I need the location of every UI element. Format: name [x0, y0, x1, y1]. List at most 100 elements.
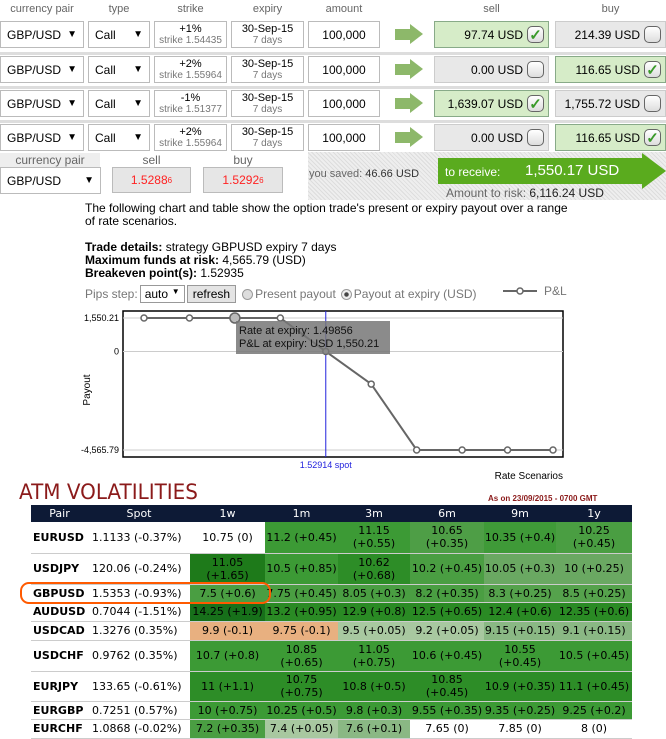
buy-price: 116.65 USD — [575, 62, 640, 77]
vol-cell: 10.85 (+0.45) — [410, 671, 484, 702]
chevron-down-icon: ▼ — [67, 64, 77, 75]
expiry-field[interactable]: 30-Sep-15 7 days — [231, 21, 304, 48]
amount-input[interactable]: 100,000 — [308, 56, 380, 83]
vol-cell: 10.5 (+0.45) — [556, 640, 632, 672]
col-header: Pair — [31, 505, 88, 522]
checkbox-icon[interactable] — [644, 26, 661, 43]
pair-select[interactable]: GBP/USD ▼ — [0, 90, 84, 117]
intro-text: The following chart and table show the o… — [85, 201, 568, 228]
chevron-down-icon: ▼ — [133, 98, 143, 109]
vol-cell: 9.25 (+0.2) — [556, 701, 632, 720]
vol-row: AUDUSD 0.7044 (-1.51%) 14.25 (+1.9) 13.2 (+… — [31, 602, 632, 622]
buy-option[interactable]: 116.65 USD ✓ — [555, 56, 666, 83]
expiry-payout-radio[interactable] — [340, 288, 352, 300]
vol-cell: 12.4 (+0.6) — [484, 602, 556, 622]
vol-cell: 10.9 (+0.35) — [484, 671, 556, 702]
strike-field[interactable]: +2% strike 1.55964 — [154, 56, 227, 83]
vol-cell: 7.2 (+0.35) — [190, 719, 265, 739]
strike-value: strike 1.55964 — [159, 69, 222, 81]
receive-arrow-icon — [642, 153, 666, 189]
y-tick-label: 1,550.21 — [84, 313, 119, 323]
spot-cell: 1.5353 (-0.93%) — [88, 584, 190, 603]
amount-input[interactable]: 100,000 — [308, 124, 380, 151]
data-point[interactable] — [503, 446, 512, 454]
amount-input[interactable]: 100,000 — [308, 21, 380, 48]
vol-cell: 10.8 (+0.5) — [338, 671, 410, 702]
tooltip-line1: Rate at expiry: 1.49856 — [239, 325, 353, 337]
data-point[interactable] — [367, 380, 375, 388]
data-point[interactable] — [458, 446, 466, 454]
buy-price: 214.39 USD — [574, 27, 640, 42]
pair-select[interactable]: GBP/USD ▼ — [0, 56, 84, 83]
pair-select[interactable]: GBP/USD ▼ — [0, 124, 84, 151]
spot-cell: 0.9762 (0.35%) — [88, 640, 190, 672]
present-payout-radio[interactable] — [242, 288, 254, 300]
col-header: Spot — [88, 505, 190, 522]
pair-cell: EURCHF — [31, 719, 88, 739]
strike-pct: +2% — [179, 125, 202, 138]
strike-field[interactable]: +2% strike 1.55964 — [154, 124, 227, 151]
checkbox-icon[interactable] — [527, 129, 544, 146]
header-currency-pair: currency pair — [10, 3, 74, 15]
data-point[interactable] — [412, 446, 421, 454]
sell-quote-main: 1.5288 — [130, 173, 168, 187]
arrow-right-icon — [395, 132, 410, 143]
sell-price: 0.00 USD — [470, 130, 523, 145]
refresh-button[interactable]: refresh — [186, 285, 237, 303]
header-sell: sell — [483, 3, 500, 15]
type-select[interactable]: Call ▼ — [88, 124, 150, 151]
vol-cell: 10.55 (+0.45) — [484, 640, 556, 672]
expiry-field[interactable]: 30-Sep-15 7 days — [231, 56, 304, 83]
data-point[interactable] — [549, 446, 557, 454]
sell-price: 0.00 USD — [470, 62, 523, 77]
header-buy: buy — [601, 3, 620, 15]
data-point[interactable] — [276, 314, 285, 322]
strike-value: strike 1.51377 — [159, 103, 222, 115]
expiry-date: 30-Sep-15 — [241, 91, 294, 104]
quote-pair-select[interactable]: GBP/USD ▼ — [0, 167, 101, 194]
arrow-right-icon — [395, 64, 410, 75]
buy-option[interactable]: 116.65 USD ✓ — [555, 124, 666, 151]
checkbox-icon[interactable] — [644, 95, 661, 112]
strike-field[interactable]: +1% strike 1.54435 — [154, 21, 227, 48]
buy-option[interactable]: 214.39 USD — [555, 21, 666, 48]
quote-buy-label: buy — [233, 153, 253, 167]
data-point[interactable] — [140, 314, 148, 322]
type-select[interactable]: Call ▼ — [88, 90, 150, 117]
row-divider — [0, 52, 666, 55]
breakeven-value: 1.52935 — [197, 266, 244, 280]
type-select[interactable]: Call ▼ — [88, 21, 150, 48]
trade-details: Trade details: strategy GBPUSD expiry 7 … — [85, 241, 336, 280]
checkbox-checked-icon[interactable]: ✓ — [527, 95, 544, 113]
trade-label: Trade details: — [85, 240, 163, 254]
arrow-right-icon — [395, 29, 410, 40]
buy-option[interactable]: 1,755.72 USD — [555, 90, 666, 117]
saved-text: you saved: 46.66 USD — [309, 168, 419, 180]
buy-quote-main: 1.5292 — [222, 173, 260, 187]
spot-cell: 1.3276 (0.35%) — [88, 621, 190, 641]
amount-input[interactable]: 100,000 — [308, 90, 380, 117]
sell-option[interactable]: 97.74 USD ✓ — [434, 21, 549, 48]
pair-select[interactable]: GBP/USD ▼ — [0, 21, 84, 48]
data-point[interactable] — [185, 314, 194, 322]
vol-cell: 11.05 (+1.65) — [190, 553, 265, 585]
type-select[interactable]: Call ▼ — [88, 56, 150, 83]
pips-step-select[interactable]: auto ▼ — [139, 285, 185, 303]
vol-cell: 9.15 (+0.15) — [484, 621, 556, 641]
checkbox-checked-icon[interactable]: ✓ — [527, 26, 544, 44]
checkbox-checked-icon[interactable]: ✓ — [644, 129, 661, 147]
sell-price: 1,639.07 USD — [447, 96, 523, 111]
sell-option[interactable]: 0.00 USD — [434, 56, 549, 83]
checkbox-checked-icon[interactable]: ✓ — [644, 61, 661, 79]
vol-cell: 11.2 (+0.45) — [265, 522, 338, 554]
expiry-field[interactable]: 30-Sep-15 7 days — [231, 90, 304, 117]
data-point[interactable] — [229, 312, 241, 324]
sell-option[interactable]: 1,639.07 USD ✓ — [434, 90, 549, 117]
strike-field[interactable]: -1% strike 1.51377 — [154, 90, 227, 117]
receive-label: to receive: — [445, 165, 501, 179]
expiry-field[interactable]: 30-Sep-15 7 days — [231, 124, 304, 151]
checkbox-icon[interactable] — [527, 61, 544, 78]
vol-cell: 10.7 (+0.8) — [190, 640, 265, 672]
sell-option[interactable]: 0.00 USD — [434, 124, 549, 151]
vol-row: EURCHF 1.0868 (-0.02%) 7.2 (+0.35) 7.4 (+0.… — [31, 719, 632, 739]
